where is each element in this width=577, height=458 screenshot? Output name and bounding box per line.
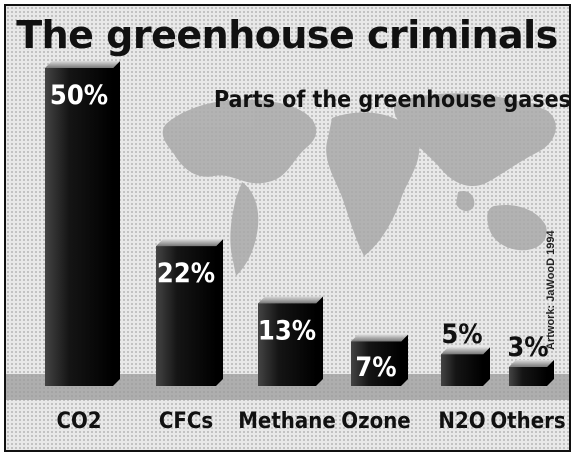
bar-body-co2 (45, 68, 113, 386)
value-label-others: 3% (507, 332, 548, 363)
value-label-co2: 50% (50, 80, 108, 111)
bar-side-ozone (401, 334, 408, 386)
value-label-methane: 13% (258, 315, 316, 346)
category-label-methane: Methane (238, 409, 336, 434)
value-label-n2o: 5% (441, 319, 482, 350)
value-label-ozone: 7% (355, 352, 396, 383)
chart-frame: The greenhouse criminals Parts of the gr… (4, 4, 571, 452)
bar-methane: 13% (258, 296, 323, 386)
bar-ozone: 7% (351, 334, 408, 386)
bar-body-methane (258, 303, 316, 386)
artwork-credit: Artwork: JaWooD 1994 (545, 230, 557, 350)
bar-others: 3% (507, 332, 554, 386)
bar-body-cfcs (156, 246, 216, 386)
category-label-n2o: N2O (438, 409, 485, 434)
bar-body-n2o (441, 354, 483, 386)
bar-body-ozone (351, 341, 401, 386)
bar-n2o: 5% (441, 319, 490, 386)
bar-side-others (547, 359, 554, 386)
bar-side-cfcs (216, 239, 223, 386)
category-label-others: Others (490, 409, 565, 434)
category-label-co2: CO2 (56, 409, 101, 434)
chart-title: The greenhouse criminals (16, 13, 558, 57)
bar-top-methane (258, 296, 323, 304)
world-map-background (162, 93, 556, 276)
bar-side-n2o (483, 347, 490, 386)
category-label-ozone: Ozone (341, 409, 410, 434)
bar-side-methane (316, 296, 323, 386)
bar-top-n2o (441, 347, 490, 355)
bar-co2: 50% (45, 61, 120, 386)
bar-chart: The greenhouse criminals Parts of the gr… (6, 13, 569, 434)
bars-group: 50% 22% 13% 7% 5% 3% (45, 61, 554, 386)
value-label-cfcs: 22% (157, 258, 215, 289)
chart-subtitle: Parts of the greenhouse gases (214, 87, 569, 113)
bar-body-others (509, 366, 547, 386)
bar-top-co2 (45, 61, 120, 68)
bar-top-ozone (351, 334, 408, 342)
bar-cfcs: 22% (156, 239, 223, 386)
bar-top-others (509, 359, 554, 367)
bar-side-co2 (113, 61, 120, 386)
category-label-cfcs: CFCs (159, 409, 213, 434)
category-labels-group: CO2 CFCs Methane Ozone N2O Others (56, 409, 565, 434)
bar-top-cfcs (156, 239, 223, 247)
